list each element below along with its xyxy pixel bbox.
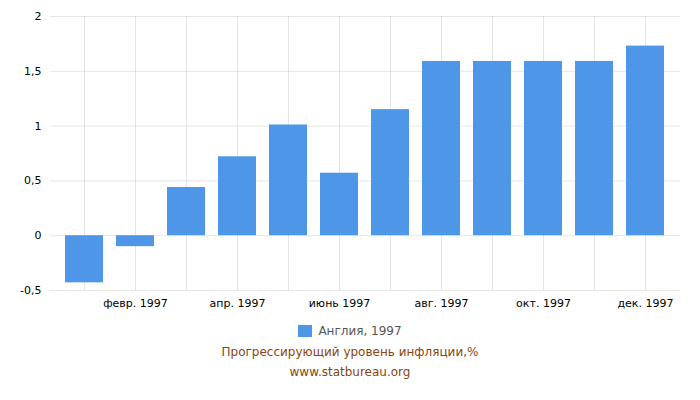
svg-text:0,5: 0,5 [24,174,42,187]
svg-text:авг. 1997: авг. 1997 [415,297,469,310]
html-text:Англия, 1997: Англия, 1997 [318,324,402,338]
html-text:www.statbureau.org: www.statbureau.org [289,365,411,379]
svg-text:2: 2 [35,10,42,23]
svg-text:-0,5: -0,5 [20,284,41,297]
svg-text:1: 1 [35,120,42,133]
svg-text:дек. 1997: дек. 1997 [617,297,673,310]
svg-text:июнь 1997: июнь 1997 [309,297,371,310]
svg-text:0: 0 [35,229,42,242]
svg-text:февр. 1997: февр. 1997 [103,297,168,310]
svg-text:апр. 1997: апр. 1997 [210,297,266,310]
html-text:Прогрессирующий уровень инфляц: Прогрессирующий уровень инфляции,% [221,345,479,359]
svg-text:окт. 1997: окт. 1997 [516,297,571,310]
svg-text:1,5: 1,5 [24,65,42,78]
